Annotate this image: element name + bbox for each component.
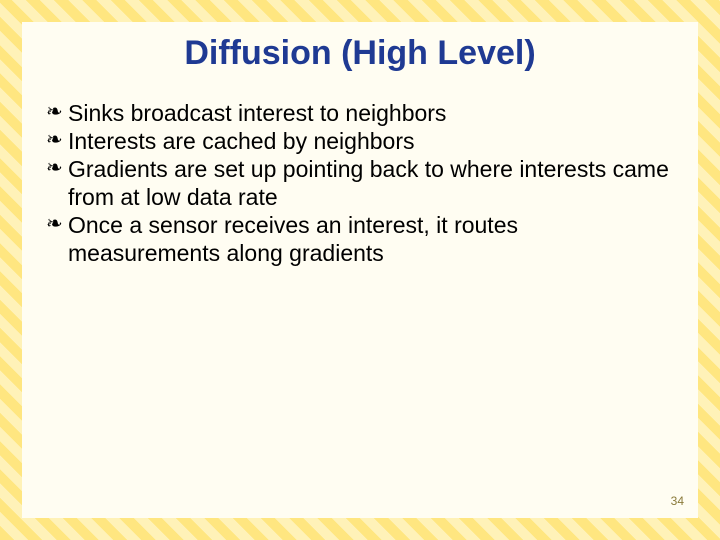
bullet-icon: ❧ bbox=[46, 155, 68, 181]
bullet-text: Interests are cached by neighbors bbox=[68, 127, 674, 155]
bullet-text: Sinks broadcast interest to neighbors bbox=[68, 99, 674, 127]
list-item: ❧ Gradients are set up pointing back to … bbox=[46, 155, 674, 211]
slide-title: Diffusion (High Level) bbox=[46, 34, 674, 73]
bullet-icon: ❧ bbox=[46, 127, 68, 153]
bullet-icon: ❧ bbox=[46, 211, 68, 237]
slide-inner: Diffusion (High Level) ❧ Sinks broadcast… bbox=[22, 22, 698, 518]
list-item: ❧ Once a sensor receives an interest, it… bbox=[46, 211, 674, 267]
bullet-list: ❧ Sinks broadcast interest to neighbors … bbox=[46, 99, 674, 267]
page-number: 34 bbox=[671, 494, 684, 508]
bullet-text: Gradients are set up pointing back to wh… bbox=[68, 155, 674, 211]
slide-frame: Diffusion (High Level) ❧ Sinks broadcast… bbox=[0, 0, 720, 540]
bullet-icon: ❧ bbox=[46, 99, 68, 125]
list-item: ❧ Interests are cached by neighbors bbox=[46, 127, 674, 155]
bullet-text: Once a sensor receives an interest, it r… bbox=[68, 211, 674, 267]
list-item: ❧ Sinks broadcast interest to neighbors bbox=[46, 99, 674, 127]
